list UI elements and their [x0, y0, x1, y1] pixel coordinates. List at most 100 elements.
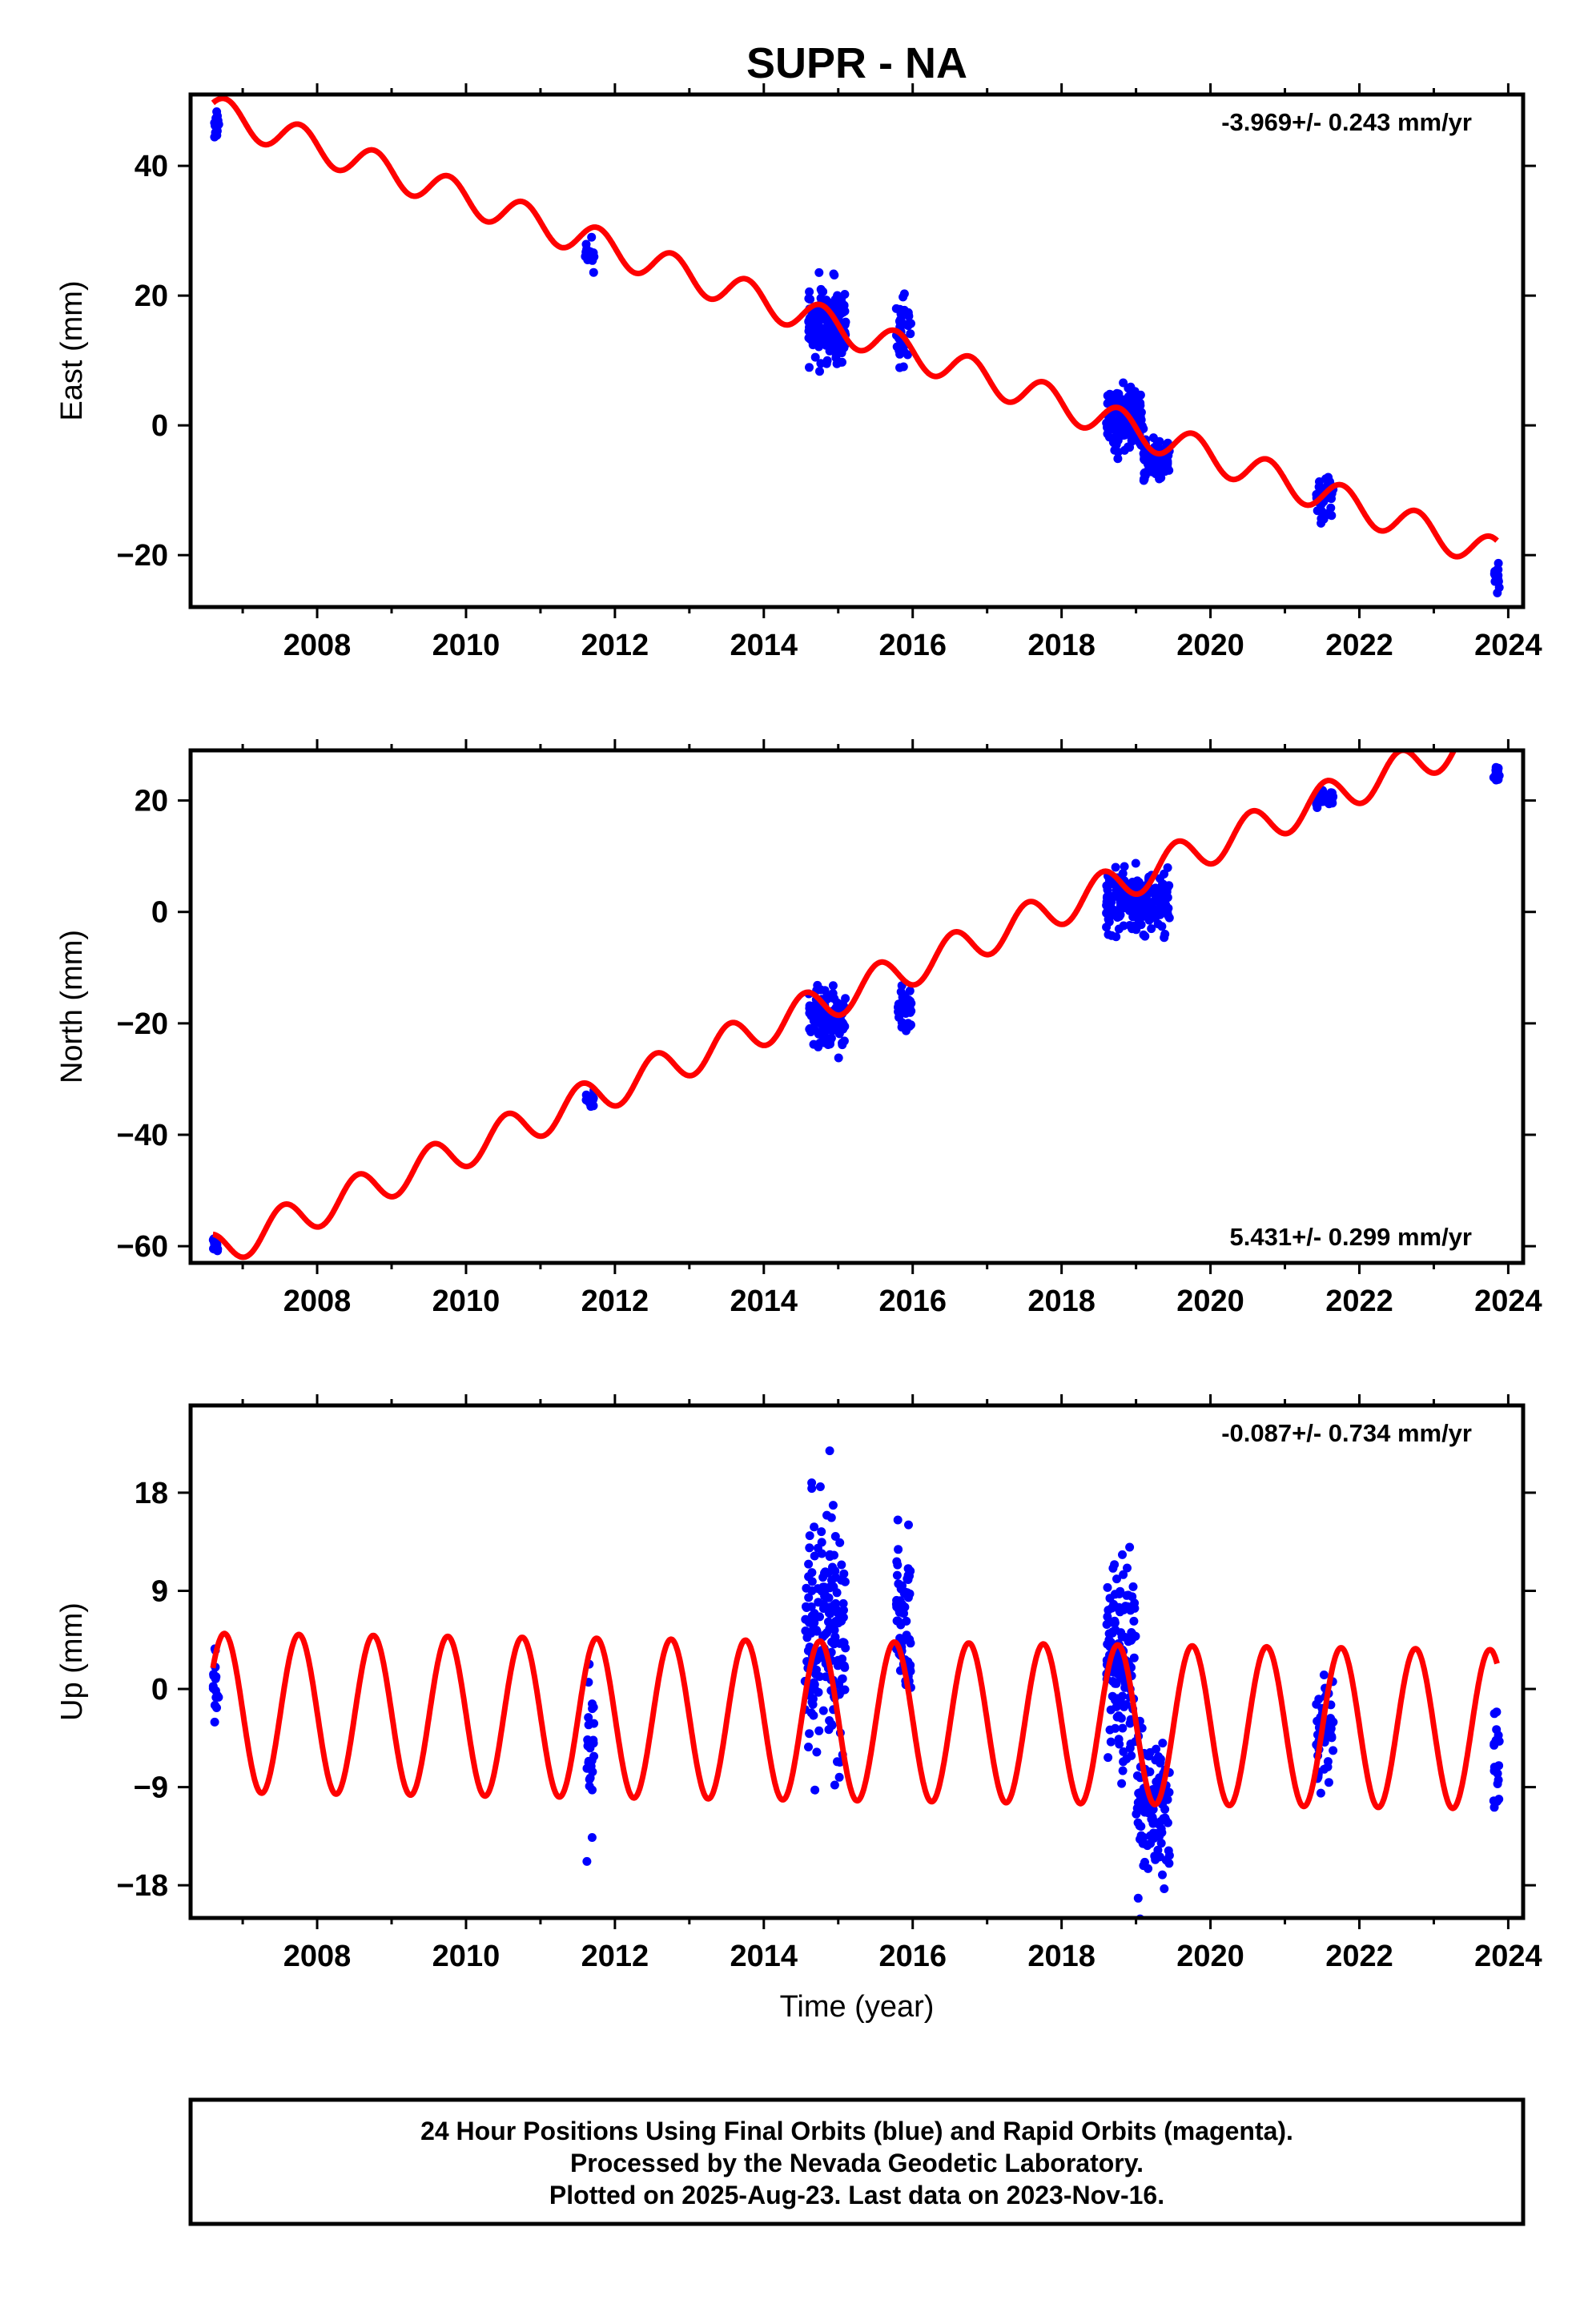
obs-point: [814, 1726, 824, 1735]
obs-point: [1493, 1769, 1502, 1779]
obs-point: [802, 1603, 811, 1612]
obs-point: [1151, 883, 1160, 893]
obs-point: [1123, 1563, 1132, 1573]
x-tick-label: 2008: [283, 629, 352, 662]
obs-point: [906, 1660, 915, 1670]
obs-point: [1103, 1582, 1112, 1592]
obs-point: [1130, 1603, 1140, 1613]
y-tick-label: −18: [117, 1869, 168, 1903]
y-tick-label: 20: [135, 279, 168, 313]
obs-point: [1106, 1737, 1116, 1747]
obs-point: [1160, 1884, 1169, 1893]
obs-point: [1108, 908, 1117, 918]
obs-point: [588, 1699, 597, 1709]
obs-point: [839, 300, 849, 310]
obs-point: [837, 345, 846, 355]
obs-point: [814, 1598, 823, 1607]
obs-point: [827, 345, 837, 354]
obs-point: [831, 1573, 841, 1582]
obs-point: [810, 1522, 819, 1532]
x-tick-label: 2012: [581, 1940, 649, 1973]
x-tick-label: 2008: [283, 1285, 352, 1318]
obs-point: [1491, 1735, 1501, 1745]
obs-point: [825, 1446, 834, 1456]
y-tick-label: 9: [151, 1574, 168, 1608]
obs-point: [837, 1019, 846, 1028]
obs-point: [1140, 468, 1149, 477]
x-tick-label: 2010: [432, 629, 501, 662]
obs-point: [906, 1638, 915, 1648]
obs-point: [814, 1042, 823, 1051]
obs-point: [840, 1577, 850, 1586]
obs-point: [1125, 921, 1135, 930]
obs-point: [1492, 1707, 1502, 1717]
obs-point: [894, 1545, 903, 1554]
obs-point: [825, 1583, 834, 1593]
y-tick-label: 0: [151, 409, 168, 443]
obs-point: [1317, 794, 1326, 803]
obs-point: [895, 1002, 904, 1011]
obs-point: [838, 1040, 847, 1050]
obs-point: [1156, 1824, 1166, 1834]
obs-point: [821, 1567, 830, 1577]
obs-point: [1128, 1592, 1137, 1602]
obs-point: [1128, 1632, 1137, 1642]
obs-point: [1135, 1821, 1144, 1831]
x-tick-label: 2020: [1176, 1285, 1244, 1318]
obs-point: [1104, 1629, 1114, 1638]
obs-point: [816, 359, 826, 368]
obs-point: [584, 1720, 593, 1730]
obs-point: [810, 1551, 819, 1561]
obs-point: [895, 1634, 905, 1643]
obs-point: [1102, 418, 1112, 428]
obs-point: [1129, 1616, 1139, 1626]
north-data: [208, 750, 1504, 1261]
obs-point: [1139, 1861, 1148, 1871]
obs-point: [1164, 1787, 1174, 1797]
obs-point: [209, 1244, 218, 1253]
footer-line-1: 24 Hour Positions Using Final Orbits (bl…: [420, 2117, 1293, 2145]
obs-point: [834, 1029, 844, 1039]
obs-point: [589, 1093, 598, 1103]
obs-point: [1114, 924, 1124, 934]
obs-point: [1117, 1779, 1127, 1788]
obs-point: [820, 986, 830, 995]
obs-point: [906, 1566, 915, 1576]
obs-point: [1156, 902, 1165, 911]
obs-point: [804, 1617, 814, 1626]
obs-point: [1156, 1839, 1166, 1848]
obs-point: [1494, 774, 1503, 784]
obs-point: [816, 1007, 826, 1017]
x-tick-label: 2014: [730, 1940, 798, 1973]
obs-point: [827, 1719, 836, 1729]
obs-point: [1144, 903, 1153, 912]
obs-point: [213, 1691, 223, 1700]
obs-point: [1136, 920, 1146, 930]
obs-point: [1494, 577, 1503, 586]
y-tick-label: 0: [151, 1673, 168, 1707]
obs-point: [1160, 930, 1170, 939]
obs-point: [815, 1612, 824, 1622]
obs-point: [588, 255, 597, 265]
obs-point: [906, 329, 915, 339]
obs-point: [826, 333, 836, 343]
y-tick-label: −9: [134, 1771, 168, 1805]
y-axis-label: Up (mm): [55, 1602, 89, 1721]
obs-point: [834, 1053, 843, 1063]
obs-point: [899, 289, 909, 299]
footer-line-3: Plotted on 2025-Aug-23. Last data on 202…: [549, 2181, 1164, 2209]
obs-point: [1494, 764, 1503, 774]
obs-point: [828, 981, 838, 991]
obs-point: [1115, 1739, 1124, 1749]
model-curve: [211, 750, 1457, 1261]
y-tick-label: −40: [117, 1119, 168, 1152]
x-tick-label: 2020: [1176, 629, 1244, 662]
footer-box: 24 Hour Positions Using Final Orbits (bl…: [188, 2097, 1526, 2226]
obs-point: [1112, 1574, 1121, 1584]
obs-point: [584, 1713, 593, 1723]
obs-point: [835, 1538, 845, 1547]
obs-point: [804, 327, 814, 336]
obs-point: [1110, 1590, 1120, 1599]
obs-point: [1110, 1616, 1120, 1626]
